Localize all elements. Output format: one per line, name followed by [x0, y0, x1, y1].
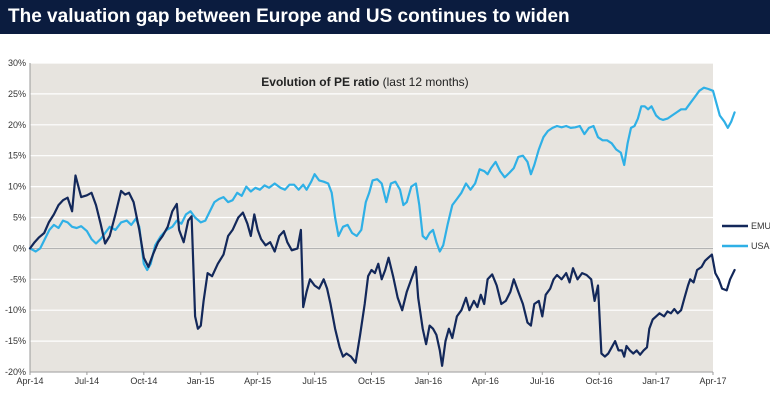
- x-tick-label: Apr-15: [244, 376, 271, 386]
- y-tick-label: 10%: [8, 182, 26, 192]
- y-tick-label: -20%: [5, 367, 26, 377]
- y-tick-label: 25%: [8, 89, 26, 99]
- series-line-usa: [28, 86, 736, 272]
- y-axis: 30% 25% 20% 15% 10% 5% 0% -5% -10% -15% -20%: [5, 58, 31, 377]
- x-tick-label: Jan-15: [187, 376, 215, 386]
- y-tick-label: 20%: [8, 120, 26, 130]
- x-tick-label: Apr-17: [699, 376, 726, 386]
- x-tick-label: Jan-17: [642, 376, 670, 386]
- page-title: The valuation gap between Europe and US …: [0, 0, 770, 34]
- x-tick-label: Apr-16: [472, 376, 499, 386]
- x-tick-label: Jan-16: [415, 376, 443, 386]
- x-tick-label: Jul-14: [75, 376, 100, 386]
- chart-title-bold: Evolution of PE ratio: [261, 75, 379, 89]
- x-tick-label: Jul-15: [302, 376, 327, 386]
- x-tick-label: Oct-14: [130, 376, 157, 386]
- series-layer: [28, 86, 736, 367]
- y-tick-label: -10%: [5, 305, 26, 315]
- legend-label-usa: USA: [751, 241, 770, 251]
- pe-ratio-chart: 30% 25% 20% 15% 10% 5% 0% -5% -10% -15% -20% Apr-1…: [5, 58, 770, 386]
- x-tick-label: Oct-15: [358, 376, 385, 386]
- x-tick-label: Oct-16: [586, 376, 613, 386]
- x-axis: Apr-14 Jul-14 Oct-14 Jan-15 Apr-15 Jul-15 Oct-…: [16, 247, 727, 386]
- y-tick-label: 5%: [13, 213, 26, 223]
- y-tick-label: 30%: [8, 58, 26, 68]
- y-tick-label: -15%: [5, 336, 26, 346]
- legend: EMU USA: [722, 221, 770, 251]
- y-tick-label: 15%: [8, 151, 26, 161]
- legend-label-emu: EMU: [751, 221, 770, 231]
- chart-title: Evolution of PE ratio (last 12 months): [261, 75, 468, 89]
- y-tick-label: -5%: [10, 274, 26, 284]
- x-tick-label: Apr-14: [16, 376, 43, 386]
- x-tick-label: Jul-16: [530, 376, 555, 386]
- chart-title-rest: (last 12 months): [379, 75, 468, 89]
- y-tick-label: 0%: [13, 243, 26, 253]
- series-line-emu: [28, 174, 736, 367]
